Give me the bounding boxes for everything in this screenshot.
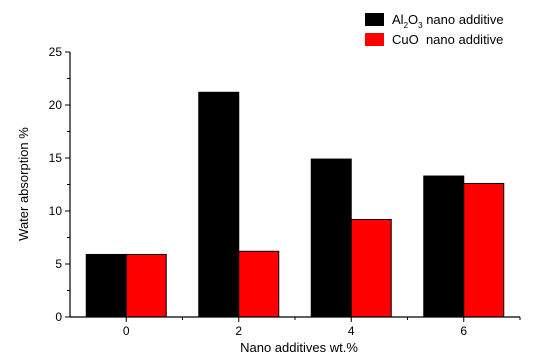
- y-tick-label-15: 15: [49, 151, 63, 165]
- bar-cuo-0: [125, 253, 167, 318]
- x-tick-label-4: 4: [348, 324, 355, 338]
- bar-al2o3-4: [310, 158, 352, 318]
- y-tick-label-5: 5: [55, 257, 62, 271]
- legend: Al2O3 nano additive CuO nano additive: [365, 12, 504, 47]
- ticks-layer: 0 5 10 15 20 25 0 2 4 6: [49, 45, 521, 338]
- y-tick-label-20: 20: [49, 98, 63, 112]
- bar-cuo-6: [463, 182, 505, 318]
- x-axis-title: Nano additives wt.%: [240, 340, 358, 355]
- y-tick-label-10: 10: [49, 204, 63, 218]
- y-tick-label-0: 0: [55, 310, 62, 324]
- x-tick-label-2: 2: [235, 324, 242, 338]
- bar-al2o3-0: [85, 253, 127, 318]
- legend-label-al2o3: Al2O3 nano additive: [392, 12, 504, 30]
- bar-cuo-2: [238, 250, 280, 318]
- x-tick-label-0: 0: [123, 324, 130, 338]
- bar-al2o3-2: [198, 91, 240, 318]
- legend-label-cuo: CuO nano additive: [392, 32, 503, 47]
- bars-layer: [85, 91, 505, 318]
- legend-swatch-al2o3: [365, 13, 384, 26]
- legend-swatch-cuo: [365, 33, 384, 46]
- y-tick-label-25: 25: [49, 45, 63, 59]
- x-tick-label-6: 6: [460, 324, 467, 338]
- bar-al2o3-6: [423, 175, 465, 318]
- bar-cuo-4: [350, 218, 392, 318]
- y-axis-title: Water absorption %: [16, 127, 31, 241]
